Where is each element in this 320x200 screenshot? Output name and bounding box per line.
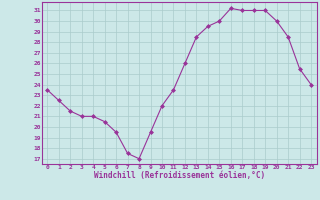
X-axis label: Windchill (Refroidissement éolien,°C): Windchill (Refroidissement éolien,°C): [94, 171, 265, 180]
